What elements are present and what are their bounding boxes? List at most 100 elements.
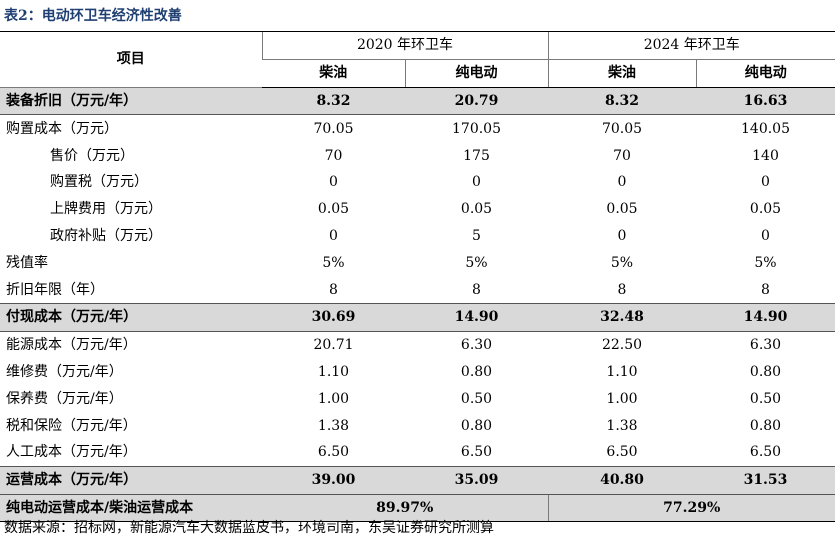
cell: 6.50: [749, 444, 782, 461]
row-label: 维修费（万元/年）: [6, 363, 123, 380]
table-row: 购置成本（万元） 70.05 170.05 70.05 140.05: [0, 115, 835, 142]
cell: 70: [324, 147, 343, 164]
table-row: 购置税（万元） 0 0 0 0: [0, 169, 835, 196]
cell: 8: [472, 281, 481, 298]
cell: 0: [617, 174, 627, 191]
cell: 0.80: [460, 363, 493, 380]
cell: 20.79: [405, 86, 548, 116]
cell: 5%: [610, 254, 634, 271]
cell: 8: [617, 281, 627, 298]
cell: 14.90: [405, 302, 548, 332]
header-item: 项目: [0, 31, 262, 88]
cell: 6.50: [606, 444, 638, 461]
table-row: 人工成本（万元/年） 6.50 6.50 6.50 6.50: [0, 439, 835, 466]
table-row: 上牌费用（万元） 0.05 0.05 0.05 0.05: [0, 196, 835, 223]
cell: 5: [472, 227, 481, 244]
cell: 8: [761, 281, 770, 298]
ratio-2024: 77.29%: [547, 493, 835, 523]
row-label: 残值率: [6, 254, 48, 271]
cell: 1.10: [606, 363, 638, 380]
cell: 1.38: [317, 417, 350, 434]
row-label: 运营成本（万元/年）: [0, 465, 262, 495]
header-2020: 2020 年环卫车: [261, 31, 548, 60]
header-2020-electric: 纯电动: [404, 59, 548, 88]
table-row: 政府补贴（万元） 0 5 0 0: [0, 223, 835, 250]
table-row-ratio: 纯电动运营成本/柴油运营成本 89.97% 77.29%: [0, 493, 835, 523]
cell: 0.50: [749, 390, 782, 407]
cell: 70.05: [601, 120, 643, 137]
row-label: 纯电动运营成本/柴油运营成本: [0, 493, 262, 523]
cell: 16.63: [696, 86, 835, 116]
cell: 170.05: [452, 120, 501, 137]
row-label: 能源成本（万元/年）: [6, 337, 137, 354]
cell: 39.00: [262, 465, 405, 495]
cell: 5%: [465, 254, 488, 271]
cell: 175: [463, 147, 490, 164]
cell: 0.05: [749, 201, 782, 218]
table-title: 表2：电动环卫车经济性改善: [4, 8, 182, 24]
row-label: 付现成本（万元/年）: [0, 302, 262, 332]
cell: 1.00: [606, 390, 638, 407]
row-label: 税和保险（万元/年）: [6, 417, 137, 434]
cell: 0: [761, 227, 770, 244]
ratio-2020: 89.97%: [262, 493, 548, 523]
cell: 0.05: [317, 201, 350, 218]
table-row: 能源成本（万元/年） 20.71 6.30 22.50 6.30: [0, 331, 835, 358]
row-label: 折旧年限（年）: [6, 281, 104, 298]
table-row: 保养费（万元/年） 1.00 0.50 1.00 0.50: [0, 385, 835, 412]
cell: 140.05: [741, 120, 790, 137]
cell: 6.50: [317, 444, 350, 461]
cell: 70: [613, 147, 631, 164]
row-label: 购置成本（万元）: [6, 120, 118, 137]
header-2024-diesel: 柴油: [547, 59, 696, 88]
cell: 70.05: [313, 120, 354, 137]
table-row: 残值率 5% 5% 5% 5%: [0, 249, 835, 276]
row-label: 装备折旧（万元/年）: [0, 86, 262, 116]
table-row: 装备折旧（万元/年） 8.32 20.79 8.32 16.63: [0, 86, 835, 116]
cell: 5%: [322, 254, 345, 271]
cell: 6.30: [749, 337, 782, 354]
row-label: 人工成本（万元/年）: [6, 444, 137, 461]
cell: 30.69: [262, 302, 405, 332]
cell: 0.05: [606, 201, 638, 218]
table-row: 付现成本（万元/年） 30.69 14.90 32.48 14.90: [0, 302, 835, 332]
cell: 0: [617, 227, 627, 244]
source-note: 数据来源：招标网，新能源汽车大数据蓝皮书，环境司南，东吴证券研究所测算: [4, 520, 494, 536]
header-2024-electric: 纯电动: [695, 59, 835, 88]
cell: 8: [329, 281, 338, 298]
cell: 32.48: [548, 302, 696, 332]
cell: 0.80: [749, 363, 782, 380]
cell: 1.38: [606, 417, 638, 434]
cell: 1.10: [317, 363, 350, 380]
cell: 40.80: [548, 465, 696, 495]
cell: 31.53: [696, 465, 835, 495]
cell: 14.90: [696, 302, 835, 332]
cell: 140: [752, 147, 779, 164]
header-2024: 2024 年环卫车: [547, 31, 835, 60]
cell: 0.80: [749, 417, 782, 434]
cell: 8.32: [262, 86, 405, 116]
cell: 0.05: [460, 201, 493, 218]
table-row: 折旧年限（年） 8 8 8 8: [0, 276, 835, 303]
cell: 0: [472, 174, 481, 191]
table-row: 税和保险（万元/年） 1.38 0.80 1.38 0.80: [0, 412, 835, 439]
row-label: 售价（万元）: [50, 147, 134, 164]
cell: 0: [761, 174, 770, 191]
row-label: 保养费（万元/年）: [6, 390, 123, 407]
cell: 22.50: [601, 337, 643, 354]
cell: 0.50: [460, 390, 493, 407]
cell: 0: [329, 227, 338, 244]
table-row: 售价（万元） 70 175 70 140: [0, 142, 835, 169]
cell: 20.71: [313, 337, 354, 354]
row-label: 政府补贴（万元）: [50, 227, 162, 244]
cell: 0: [329, 174, 338, 191]
cell: 5%: [754, 254, 777, 271]
table-row: 运营成本（万元/年） 39.00 35.09 40.80 31.53: [0, 465, 835, 495]
cell: 6.30: [460, 337, 493, 354]
header-2020-diesel: 柴油: [262, 59, 405, 88]
cell: 0.80: [460, 417, 493, 434]
cell: 1.00: [317, 390, 350, 407]
economics-table: 项目 2020 年环卫车 2024 年环卫车 柴油 纯电动 柴油 纯电动 装备折…: [0, 31, 835, 523]
cell: 8.32: [548, 86, 696, 116]
table-row: 维修费（万元/年） 1.10 0.80 1.10 0.80: [0, 359, 835, 386]
